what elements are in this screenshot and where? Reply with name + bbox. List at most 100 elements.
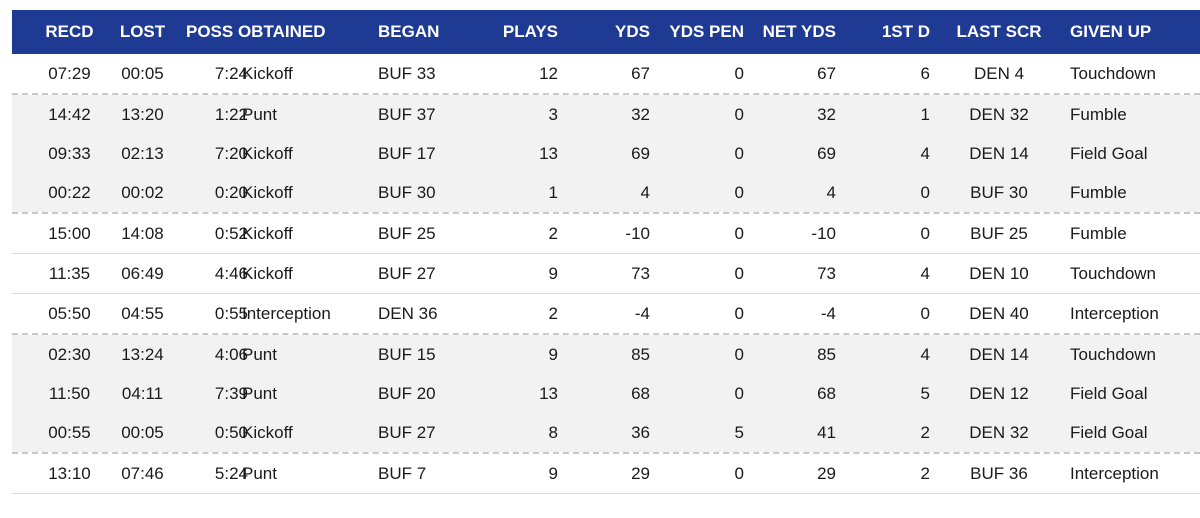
cell-poss-time: 7:39 — [214, 384, 248, 403]
header-last-scr[interactable]: LAST SCR — [956, 22, 1042, 41]
cell-poss-type: Punt — [242, 464, 277, 483]
cell-poss-time: 4:06 — [214, 345, 248, 364]
table-row[interactable]: 11:35 06:49 4:46 Kickoff BUF 27 9 73 0 73 4 DEN 10… — [12, 254, 1200, 293]
table-header: RECD LOST POSS OBTAINED BEGAN PLAYS YDS … — [12, 10, 1200, 54]
cell-last-scr: BUF 25 — [970, 224, 1028, 243]
header-plays[interactable]: PLAYS — [502, 22, 558, 41]
cell-net-yds: 41 — [817, 423, 836, 442]
cell-net-yds: 29 — [817, 464, 836, 483]
cell-net-yds: 69 — [817, 144, 836, 163]
header-recd[interactable]: RECD — [45, 22, 94, 41]
cell-first-downs: 0 — [920, 183, 930, 202]
cell-yds-pen: 0 — [734, 224, 744, 243]
cell-given-up: Touchdown — [1070, 64, 1157, 83]
cell-first-downs: 4 — [920, 264, 930, 283]
cell-yds-pen: 0 — [734, 144, 744, 163]
cell-plays: 9 — [548, 345, 558, 364]
cell-yds: 69 — [631, 144, 650, 163]
cell-began: BUF 7 — [378, 464, 427, 483]
cell-first-downs: 0 — [920, 224, 930, 243]
cell-poss-type: Kickoff — [242, 183, 293, 202]
header-poss-obtained[interactable]: POSS OBTAINED — [186, 22, 326, 41]
cell-lost: 04:11 — [121, 384, 164, 403]
cell-recd: 13:10 — [48, 464, 91, 483]
cell-plays: 9 — [548, 264, 558, 283]
cell-net-yds: 4 — [826, 183, 836, 202]
cell-lost: 00:05 — [121, 423, 164, 442]
header-first-downs[interactable]: 1ST D — [881, 22, 930, 41]
cell-recd: 00:55 — [48, 423, 91, 442]
cell-first-downs: 5 — [920, 384, 930, 403]
cell-began: BUF 37 — [378, 105, 436, 124]
cell-poss-type: Punt — [242, 345, 277, 364]
cell-first-downs: 2 — [920, 464, 930, 483]
cell-yds-pen: 0 — [734, 464, 744, 483]
cell-yds-pen: 0 — [734, 105, 744, 124]
cell-recd: 02:30 — [48, 345, 91, 364]
cell-lost: 00:02 — [121, 183, 164, 202]
cell-last-scr: BUF 36 — [970, 464, 1028, 483]
cell-recd: 09:33 — [48, 144, 91, 163]
cell-plays: 2 — [548, 224, 558, 243]
drive-table: RECD LOST POSS OBTAINED BEGAN PLAYS YDS … — [12, 10, 1200, 494]
cell-plays: 13 — [539, 384, 558, 403]
cell-yds: -4 — [634, 304, 650, 323]
cell-lost: 07:46 — [121, 464, 164, 483]
cell-net-yds: 67 — [817, 64, 836, 83]
cell-yds-pen: 5 — [734, 423, 744, 442]
cell-plays: 9 — [548, 464, 558, 483]
cell-given-up: Touchdown — [1070, 264, 1157, 283]
cell-given-up: Field Goal — [1070, 384, 1148, 403]
cell-poss-time: 7:24 — [214, 64, 248, 83]
header-yds-pen[interactable]: YDS PEN — [669, 22, 744, 41]
cell-yds: 85 — [631, 345, 650, 364]
header-given-up[interactable]: GIVEN UP — [1070, 22, 1152, 41]
row-divider — [12, 452, 1200, 454]
table-row[interactable]: 02:30 13:24 4:06 Punt BUF 15 9 85 0 85 4 DEN 14 Tou… — [12, 335, 1200, 374]
table-row[interactable]: 00:22 00:02 0:20 Kickoff BUF 30 1 4 0 4 0 BUF 30 Fu… — [12, 173, 1200, 212]
cell-lost: 04:55 — [121, 304, 164, 323]
cell-net-yds: 73 — [817, 264, 836, 283]
header-yds[interactable]: YDS — [615, 22, 650, 41]
cell-yds-pen: 0 — [734, 264, 744, 283]
cell-poss-time: 4:46 — [214, 264, 248, 283]
cell-last-scr: DEN 40 — [969, 304, 1029, 323]
table-row[interactable]: 05:50 04:55 0:55 Interception DEN 36 2 -4 0 -4 0 D… — [12, 294, 1200, 333]
cell-plays: 13 — [539, 144, 558, 163]
cell-yds: 73 — [631, 264, 650, 283]
row-divider — [12, 493, 1200, 494]
table-row[interactable]: 13:10 07:46 5:24 Punt BUF 7 9 29 0 29 2 BUF 36 Inte… — [12, 454, 1200, 493]
cell-plays: 2 — [548, 304, 558, 323]
table-row[interactable]: 11:50 04:11 7:39 Punt BUF 20 13 68 0 68 5 DEN 12 Fi… — [12, 374, 1200, 413]
cell-began: BUF 27 — [378, 264, 436, 283]
cell-yds: 67 — [631, 64, 650, 83]
table-row[interactable]: 14:42 13:20 1:22 Punt BUF 37 3 32 0 32 1 DEN 32 Fum… — [12, 95, 1200, 134]
cell-last-scr: DEN 32 — [969, 105, 1029, 124]
cell-poss-type: Interception — [242, 304, 331, 323]
cell-recd: 11:35 — [48, 264, 91, 283]
cell-began: BUF 17 — [378, 144, 436, 163]
cell-first-downs: 4 — [920, 345, 930, 364]
cell-given-up: Field Goal — [1070, 144, 1148, 163]
cell-lost: 14:08 — [121, 224, 164, 243]
cell-recd: 00:22 — [48, 183, 91, 202]
cell-net-yds: -10 — [811, 224, 836, 243]
cell-poss-time: 0:55 — [214, 304, 248, 323]
table-body: 07:29 00:05 7:24 Kickoff BUF 33 12 67 0 67 6 DEN 4… — [12, 54, 1200, 494]
cell-lost: 06:49 — [121, 264, 164, 283]
table-row[interactable]: 09:33 02:13 7:20 Kickoff BUF 17 13 69 0 69 4 DEN 1… — [12, 134, 1200, 173]
header-lost[interactable]: LOST — [119, 22, 166, 41]
header-began[interactable]: BEGAN — [378, 22, 440, 41]
cell-poss-type: Kickoff — [242, 64, 293, 83]
cell-net-yds: 32 — [817, 105, 836, 124]
cell-poss-type: Kickoff — [242, 423, 293, 442]
cell-given-up: Field Goal — [1070, 423, 1148, 442]
table-row[interactable]: 07:29 00:05 7:24 Kickoff BUF 33 12 67 0 67 6 DEN 4… — [12, 54, 1200, 93]
cell-began: BUF 30 — [378, 183, 436, 202]
header-net-yds[interactable]: NET YDS — [762, 22, 836, 41]
table-row[interactable]: 00:55 00:05 0:50 Kickoff BUF 27 8 36 5 41 2 DEN 32… — [12, 413, 1200, 452]
table-row[interactable]: 15:00 14:08 0:52 Kickoff BUF 25 2 -10 0 -10 0 BUF … — [12, 214, 1200, 253]
cell-plays: 3 — [548, 105, 558, 124]
cell-given-up: Interception — [1070, 464, 1159, 483]
cell-given-up: Interception — [1070, 304, 1159, 323]
